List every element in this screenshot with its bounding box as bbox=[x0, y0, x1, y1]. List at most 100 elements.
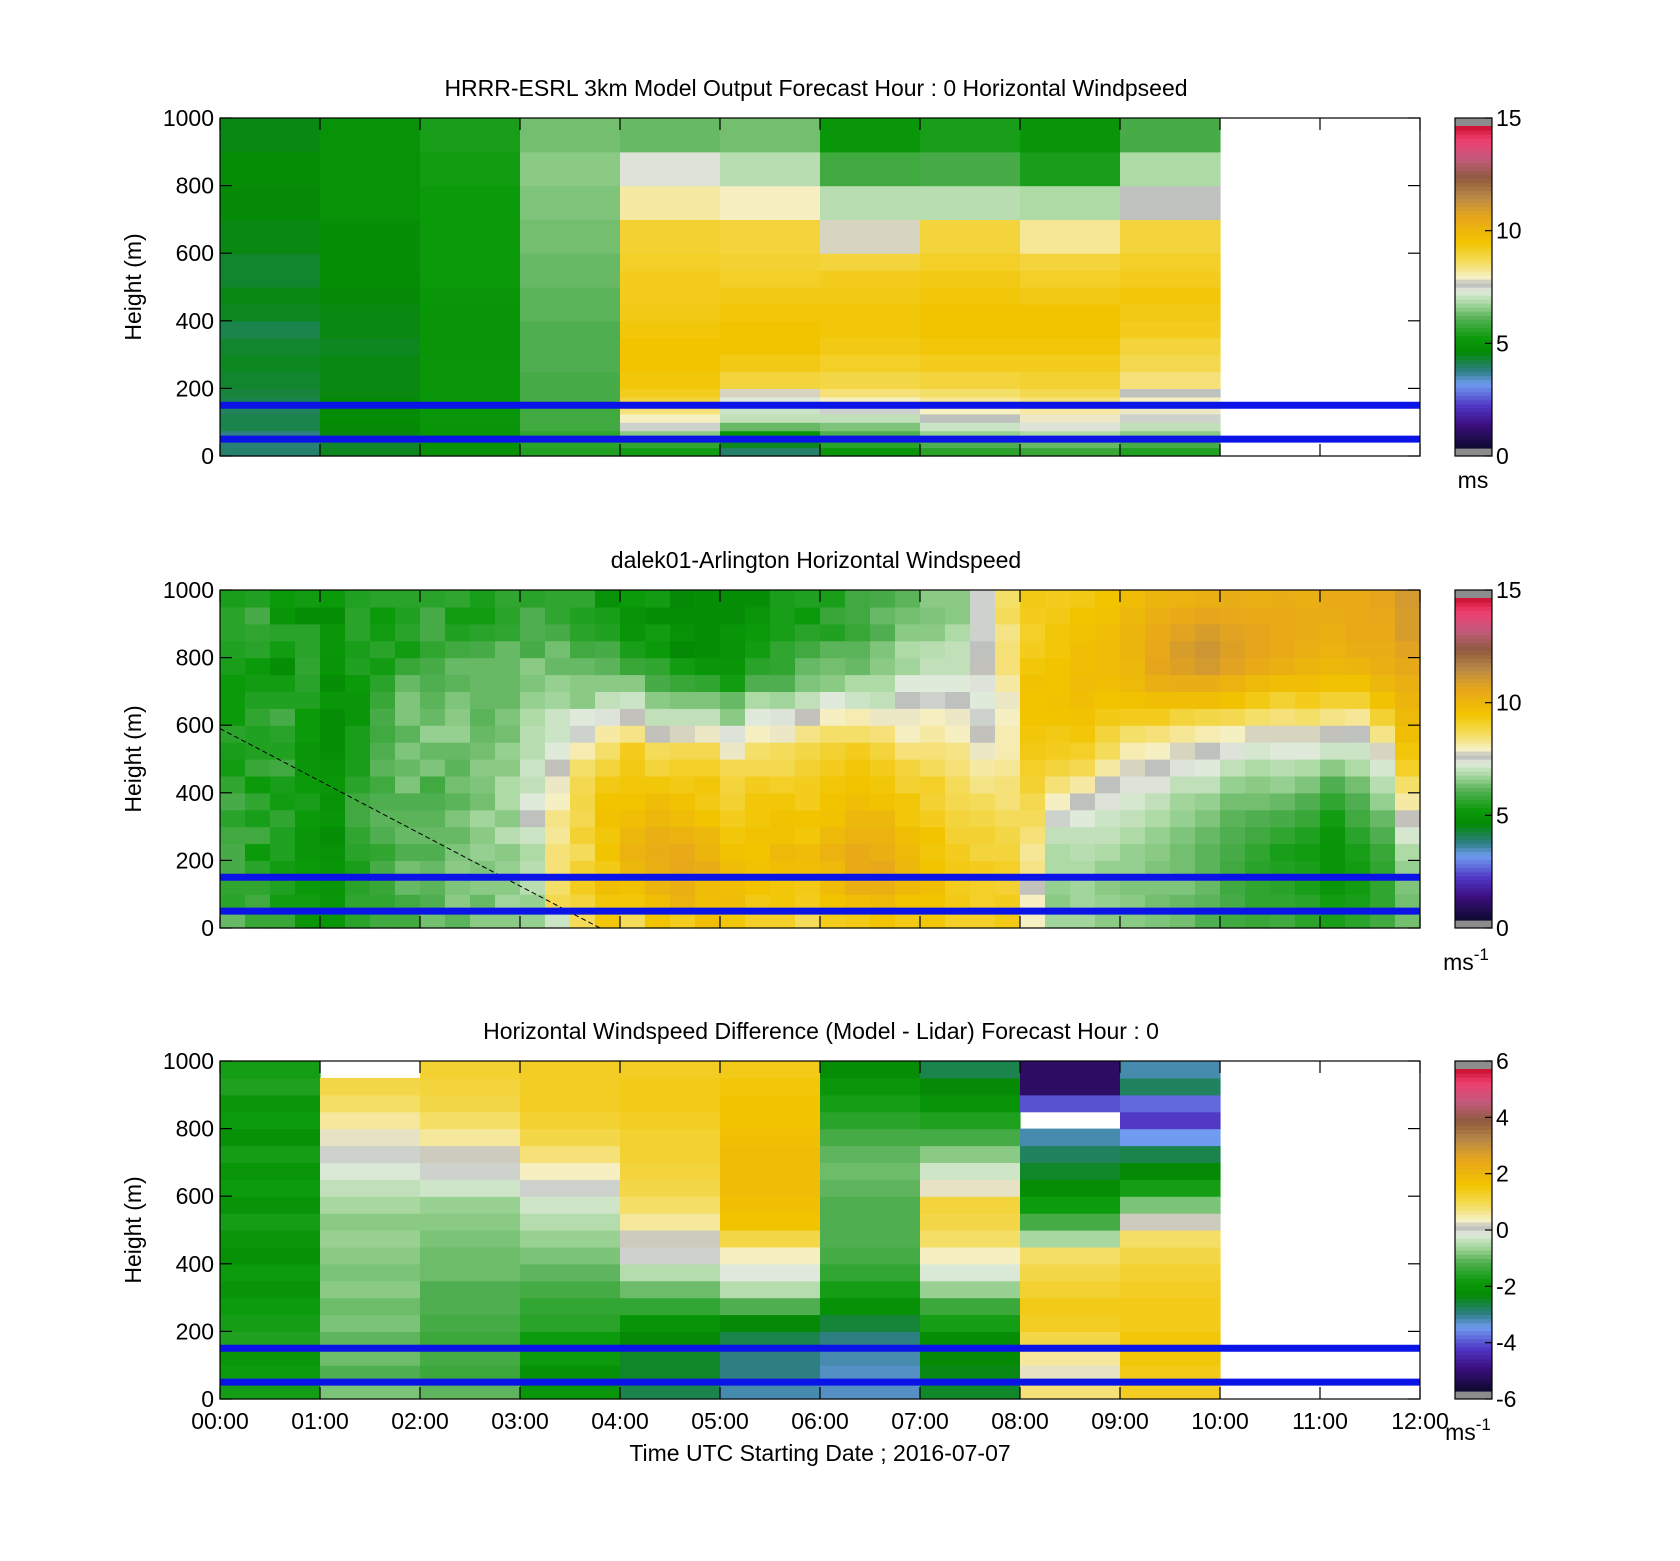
heatmap-cell bbox=[245, 809, 271, 828]
heatmap-cell bbox=[320, 303, 421, 322]
heatmap-cell bbox=[920, 151, 1021, 187]
heatmap-cell bbox=[1270, 674, 1296, 692]
colorbar-segment bbox=[1455, 602, 1492, 607]
heatmap-cell bbox=[420, 1213, 521, 1231]
heatmap-cell bbox=[1345, 759, 1371, 777]
heatmap-cell bbox=[420, 1061, 521, 1079]
heatmap-cell bbox=[820, 430, 921, 440]
x-tick-label: 02:00 bbox=[391, 1408, 449, 1434]
heatmap-cell bbox=[920, 1314, 1021, 1332]
heatmap-cell bbox=[370, 590, 396, 608]
heatmap-cell bbox=[820, 422, 921, 432]
heatmap-cell bbox=[520, 742, 546, 760]
heatmap-cell bbox=[1020, 396, 1121, 406]
colorbar-segment bbox=[1455, 210, 1492, 216]
colorbar-segment bbox=[1455, 903, 1492, 909]
colorbar-segment bbox=[1455, 823, 1492, 829]
heatmap-cell bbox=[445, 843, 471, 861]
colorbar-segment bbox=[1455, 1181, 1492, 1187]
heatmap-cell bbox=[920, 1331, 1021, 1349]
heatmap-cell bbox=[1245, 606, 1271, 625]
heatmap-cell bbox=[1020, 725, 1046, 743]
heatmap-cell bbox=[745, 894, 771, 912]
colorbar-segment bbox=[1455, 795, 1492, 800]
heatmap-cell bbox=[1220, 792, 1246, 811]
heatmap-cell bbox=[395, 691, 421, 709]
heatmap-cell bbox=[1245, 809, 1271, 828]
heatmap-cell bbox=[1295, 860, 1321, 878]
heatmap-cell bbox=[220, 742, 246, 760]
heatmap-cell bbox=[345, 590, 371, 608]
heatmap-cell bbox=[1220, 590, 1246, 608]
heatmap-cell bbox=[570, 843, 596, 861]
heatmap-cell bbox=[820, 1331, 921, 1349]
heatmap-cell bbox=[620, 185, 721, 220]
heatmap-cell bbox=[620, 303, 721, 322]
heatmap-cell bbox=[620, 354, 721, 373]
colorbar-segment bbox=[1455, 142, 1492, 147]
heatmap-cell bbox=[720, 894, 746, 912]
heatmap-cell bbox=[820, 657, 846, 676]
heatmap-cell bbox=[995, 708, 1021, 726]
heatmap-cell bbox=[1320, 674, 1346, 692]
heatmap-cell bbox=[570, 809, 596, 828]
heatmap-cell bbox=[295, 877, 321, 895]
heatmap-cell bbox=[795, 606, 821, 625]
heatmap-cell bbox=[220, 1297, 321, 1316]
heatmap-cell bbox=[420, 725, 446, 743]
heatmap-cell bbox=[970, 725, 996, 743]
heatmap-cell bbox=[920, 118, 1021, 153]
heatmap-cell bbox=[1345, 674, 1371, 692]
heatmap-cell bbox=[1220, 640, 1246, 659]
colorbar-segment bbox=[1455, 323, 1492, 328]
heatmap-cell bbox=[270, 657, 296, 676]
heatmap-cell bbox=[470, 691, 496, 709]
heatmap-cell bbox=[1020, 303, 1121, 322]
heatmap-cell bbox=[220, 1382, 321, 1400]
colorbar-segment bbox=[1455, 1161, 1492, 1167]
heatmap-cell bbox=[995, 640, 1021, 659]
colorbar-segment bbox=[1455, 614, 1492, 619]
heatmap-cell bbox=[445, 894, 471, 912]
colorbar-segment bbox=[1455, 1109, 1492, 1114]
heatmap-cell bbox=[595, 775, 621, 794]
heatmap-cell bbox=[320, 1162, 421, 1180]
x-tick-label: 03:00 bbox=[491, 1408, 549, 1434]
heatmap-cell bbox=[1120, 742, 1146, 760]
heatmap-cell bbox=[620, 413, 721, 423]
heatmap-cell bbox=[970, 792, 996, 811]
heatmap-cell bbox=[995, 623, 1021, 642]
heatmap-cell bbox=[670, 623, 696, 642]
heatmap-cell bbox=[1395, 860, 1421, 878]
heatmap-cell bbox=[1120, 287, 1221, 305]
colorbar-segment bbox=[1455, 130, 1492, 135]
heatmap-cell bbox=[1120, 691, 1146, 709]
heatmap-cell bbox=[1320, 877, 1346, 895]
heatmap-cell bbox=[1395, 623, 1421, 642]
heatmap-cell bbox=[520, 1348, 621, 1366]
heatmap-cell bbox=[1270, 725, 1296, 743]
heatmap-cell bbox=[620, 691, 646, 709]
heatmap-cell bbox=[1220, 759, 1246, 777]
heatmap-cell bbox=[870, 708, 896, 726]
heatmap-cell bbox=[1170, 708, 1196, 726]
heatmap-cell bbox=[1020, 1077, 1121, 1096]
heatmap-cell bbox=[395, 640, 421, 659]
heatmap-cell bbox=[1120, 270, 1221, 288]
heatmap-cell bbox=[370, 826, 396, 845]
heatmap-cell bbox=[645, 640, 671, 659]
heatmap-cell bbox=[1020, 809, 1046, 828]
x-tick-label: 06:00 bbox=[791, 1408, 849, 1434]
heatmap-cell bbox=[895, 877, 921, 895]
heatmap-cell bbox=[920, 742, 946, 760]
heatmap-cell bbox=[620, 1314, 721, 1332]
colorbar-segment bbox=[1455, 754, 1492, 760]
heatmap-cell bbox=[270, 623, 296, 642]
heatmap-cell bbox=[920, 219, 1021, 254]
colorbar-segment bbox=[1455, 670, 1492, 676]
heatmap-cell bbox=[495, 775, 521, 794]
heatmap-cell bbox=[995, 606, 1021, 625]
heatmap-cell bbox=[820, 151, 921, 187]
heatmap-cell bbox=[645, 809, 671, 828]
heatmap-cell bbox=[420, 894, 446, 912]
